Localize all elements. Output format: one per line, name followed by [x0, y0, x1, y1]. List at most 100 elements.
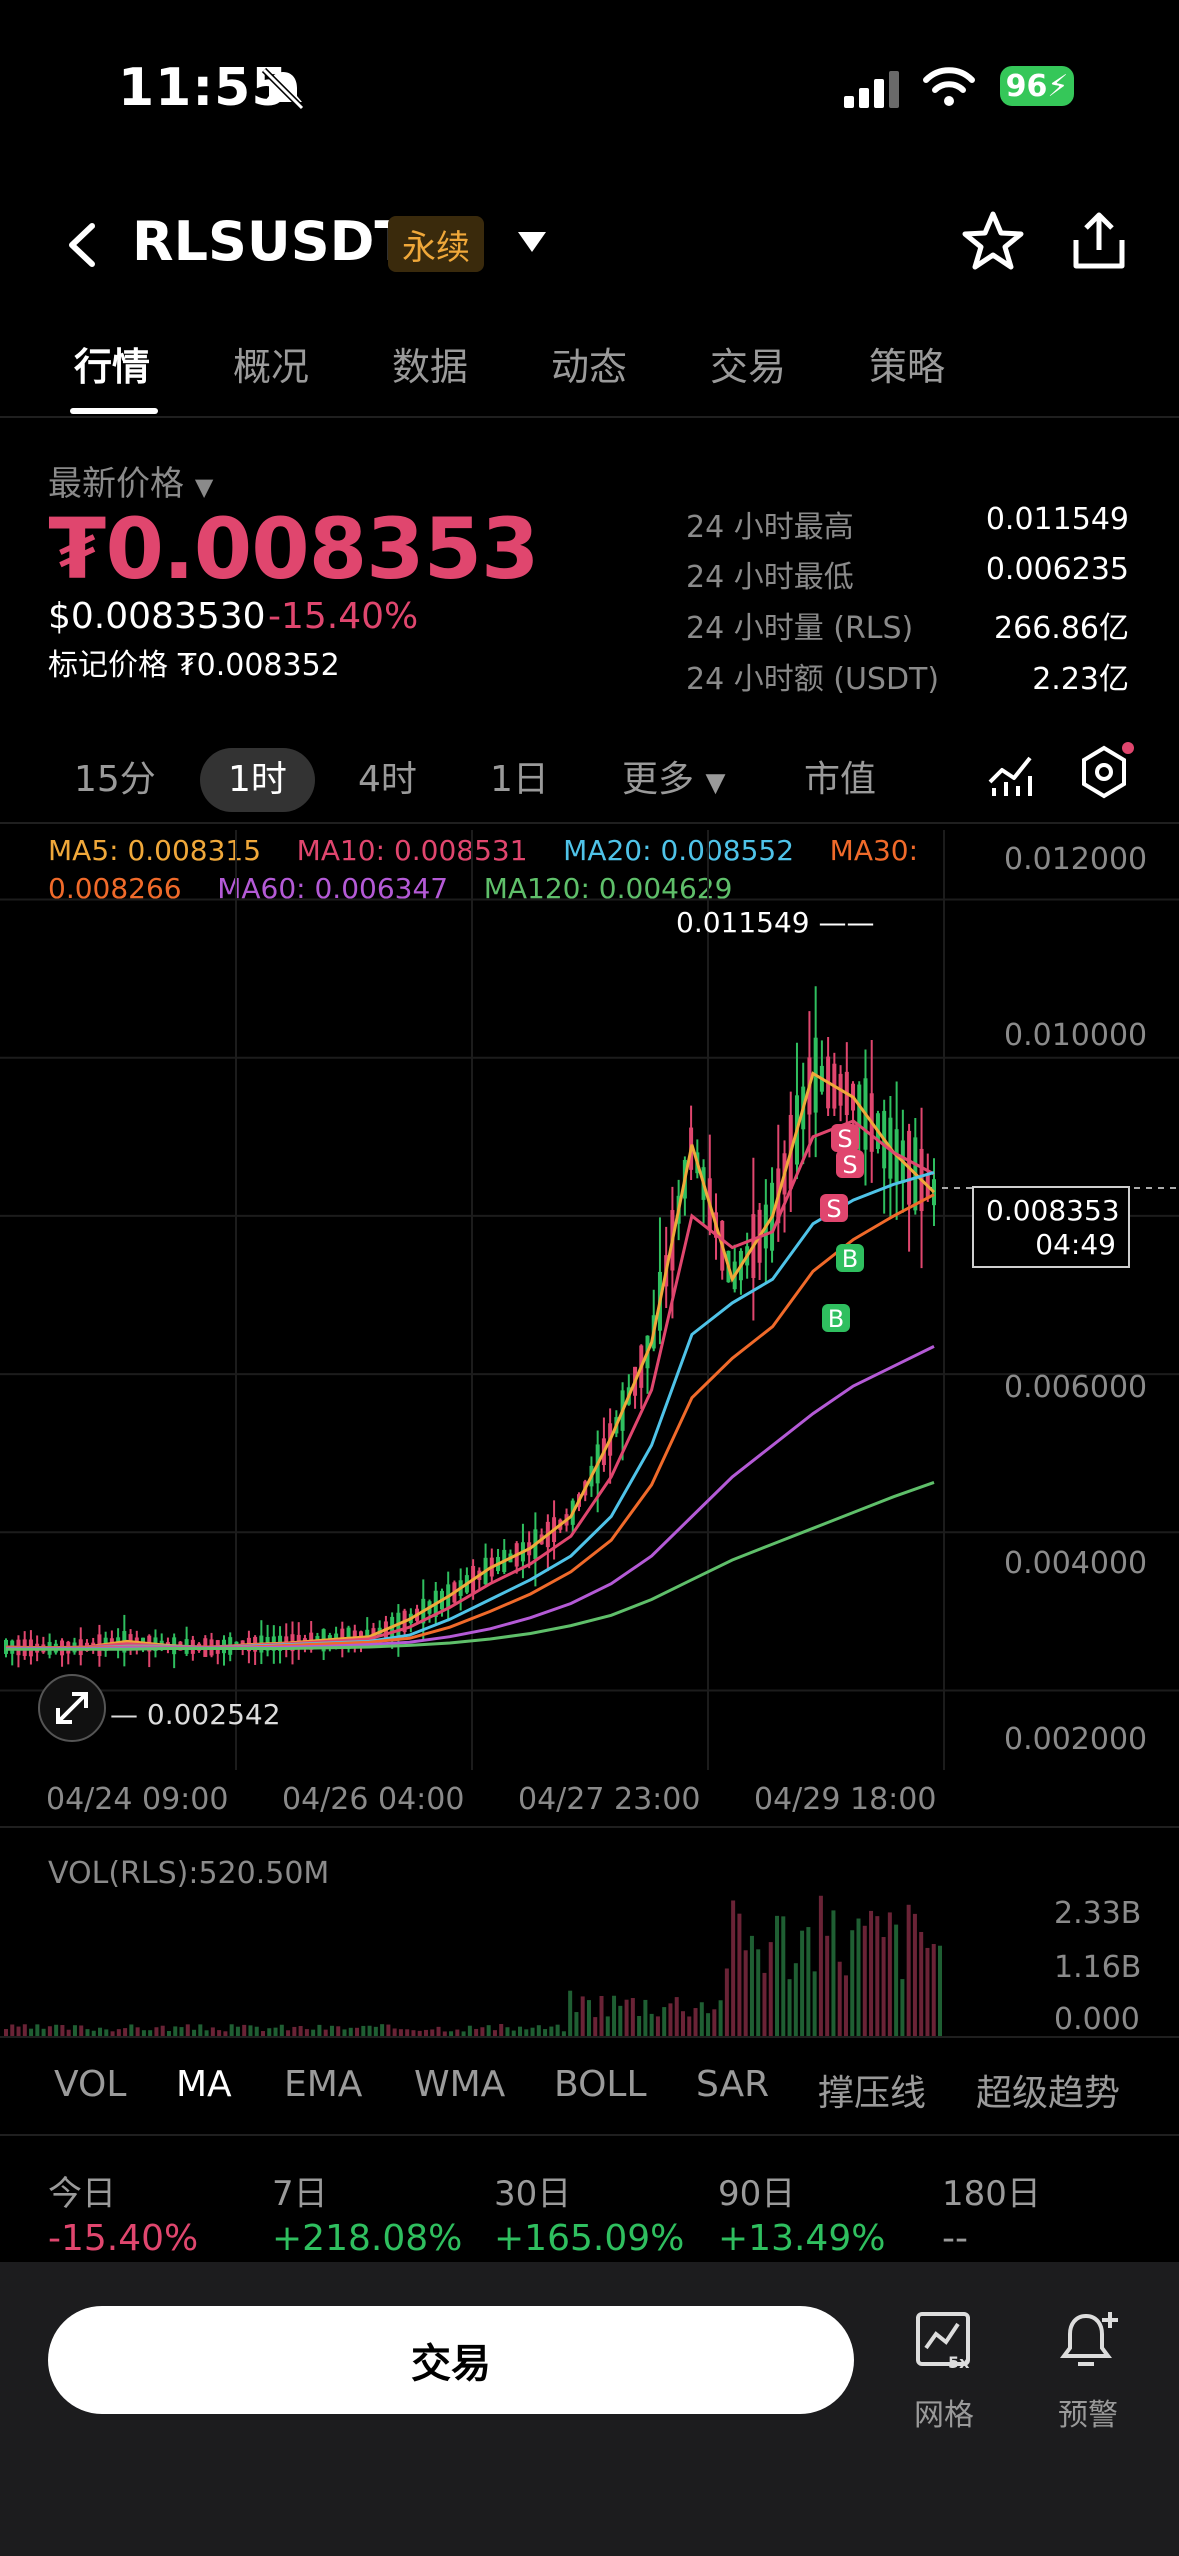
expand-chart-button[interactable]: [38, 1674, 106, 1742]
ma-line-ma5: [5, 1071, 936, 1651]
indicator-ma[interactable]: MA: [176, 2064, 232, 2105]
vol-tick-1: 1.16B: [1054, 1950, 1142, 1985]
volume-bar-84: [530, 2027, 535, 2036]
volume-bar-78: [492, 2030, 497, 2036]
toolbar-divider: [0, 822, 1179, 824]
timeframe-marketcap[interactable]: 市值: [804, 759, 877, 800]
settings-hexagon-icon[interactable]: [1076, 742, 1136, 802]
marker-label-2: S: [826, 1195, 841, 1223]
volume-bar-83: [524, 2029, 529, 2036]
price-change: -15.40%: [268, 596, 419, 637]
volume-bar-52: [329, 2025, 334, 2036]
volume-bar-101: [637, 2015, 642, 2036]
x-tick-2: 04/27 23:00: [518, 1782, 701, 1817]
indicator-sar[interactable]: SAR: [696, 2064, 770, 2105]
volume-bar-3: [22, 2024, 27, 2036]
timeframe-1d[interactable]: 1日: [490, 759, 549, 800]
volume-bar-148: [931, 1944, 936, 2036]
active-tab-indicator: [70, 408, 158, 414]
ma-line-ma120: [6, 1480, 935, 1651]
timeframe-15m[interactable]: 15分: [74, 759, 156, 800]
volume-bar-73: [461, 2031, 466, 2036]
volume-bar-105: [662, 2007, 667, 2036]
perf-today-value: -15.40%: [48, 2218, 199, 2259]
volume-bar-102: [643, 1999, 648, 2036]
status-time: 11:55: [118, 58, 289, 118]
back-icon[interactable]: [62, 220, 102, 270]
volume-bar-51: [323, 2029, 328, 2036]
vol-tick-0: 2.33B: [1054, 1896, 1142, 1931]
perf-7d-value: +218.08%: [272, 2218, 463, 2259]
volume-bar-14: [91, 2030, 96, 2036]
marker-bg-2: [820, 1194, 848, 1222]
tab-news[interactable]: 动态: [551, 345, 628, 389]
timeframe-1h[interactable]: 1时: [200, 748, 315, 812]
tabs-divider: [0, 416, 1179, 418]
volume-bar-58: [367, 2025, 372, 2036]
timeframe-4h[interactable]: 4时: [358, 759, 417, 800]
volume-bar-118: [743, 1950, 748, 2036]
volume-bar-24: [154, 2027, 159, 2036]
volume-bar-57: [361, 2025, 366, 2036]
indicator-chart-icon[interactable]: [986, 752, 1034, 800]
high-label: 0.011549 ——: [676, 906, 875, 939]
volume-bar-135: [850, 1930, 855, 2036]
grid-trading-icon[interactable]: 5x: [914, 2310, 976, 2372]
pair-dropdown-icon[interactable]: [516, 230, 548, 254]
volume-bar-66: [417, 2030, 422, 2036]
volume-bar-19: [123, 2028, 128, 2036]
tab-trade[interactable]: 交易: [710, 345, 787, 389]
stat-vol-value: 266.86亿: [994, 611, 1129, 646]
volume-bar-64: [405, 2029, 410, 2036]
stat-high-value: 0.011549: [985, 502, 1129, 537]
marker-label-1: S: [842, 1151, 857, 1179]
tab-data[interactable]: 数据: [392, 345, 469, 389]
marker-bg-0: [831, 1124, 859, 1152]
trade-button[interactable]: 交易: [48, 2306, 854, 2414]
y-tick-4: 0.002000: [1004, 1722, 1148, 1757]
volume-bar-131: [825, 1935, 830, 2036]
indicator-vol[interactable]: VOL: [54, 2064, 127, 2105]
volume-bar-126: [793, 1963, 798, 2036]
indicator-ema[interactable]: EMA: [284, 2064, 363, 2105]
indicator-supertrend[interactable]: 超级趋势: [976, 2073, 1121, 2114]
volume-bar-75: [474, 2028, 479, 2036]
indicator-support-resistance[interactable]: 撑压线: [818, 2073, 927, 2114]
share-icon[interactable]: [1068, 210, 1130, 272]
grid-label[interactable]: 网格: [914, 2398, 974, 2433]
timeframe-more[interactable]: 更多 ▼: [622, 759, 726, 800]
volume-bar-123: [775, 1915, 780, 2036]
alert-label[interactable]: 预警: [1058, 2398, 1118, 2433]
volume-bar-17: [110, 2031, 115, 2036]
indicator-wma[interactable]: WMA: [414, 2064, 506, 2105]
volume-bar-39: [248, 2025, 253, 2036]
x-tick-1: 04/26 04:00: [282, 1782, 465, 1817]
volume-bar-119: [749, 1935, 754, 2036]
pair-title[interactable]: RLSUSDT: [132, 210, 412, 273]
last-price-label[interactable]: 最新价格 ▼: [48, 464, 214, 504]
perf-90d-label: 90日: [718, 2174, 796, 2214]
volume-bar-6: [41, 2028, 46, 2036]
indicator-boll[interactable]: BOLL: [554, 2064, 647, 2105]
volume-bar-103: [649, 2013, 654, 2036]
volume-bar-25: [160, 2025, 165, 2036]
tab-market[interactable]: 行情: [74, 345, 151, 389]
volume-bar-55: [348, 2027, 353, 2036]
tab-strategy[interactable]: 策略: [869, 345, 946, 389]
volume-bar-117: [737, 1913, 742, 2036]
tab-overview[interactable]: 概况: [233, 345, 310, 389]
volume-bar-129: [812, 1971, 817, 2036]
volume-bar-111: [699, 2002, 704, 2036]
volume-bar-60: [380, 2024, 385, 2036]
star-icon[interactable]: [962, 210, 1024, 272]
volume-bar-7: [47, 2026, 52, 2036]
marker-label-3: B: [842, 1245, 858, 1273]
volume-bar-4: [29, 2028, 34, 2036]
volume-bar-69: [436, 2026, 441, 2036]
alert-bell-icon[interactable]: [1058, 2308, 1124, 2374]
marker-bg-1: [836, 1150, 864, 1178]
volume-bar-139: [875, 1916, 880, 2036]
volume-bar-110: [693, 2008, 698, 2036]
